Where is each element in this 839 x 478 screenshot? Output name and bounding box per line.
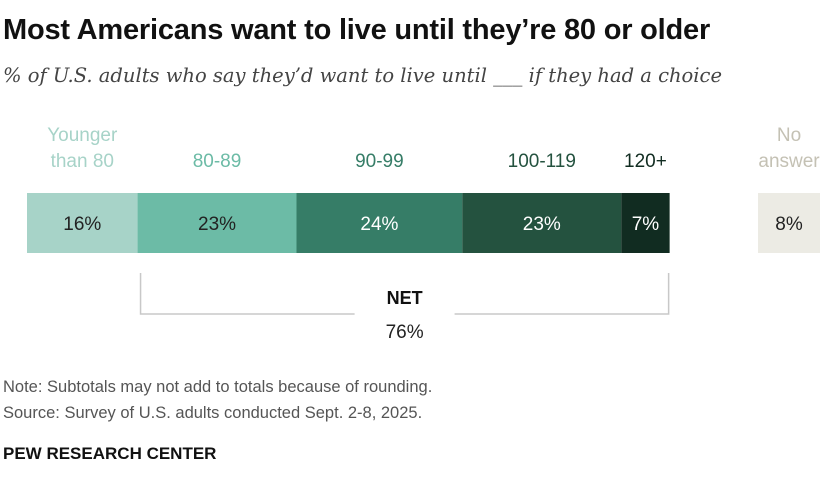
net-label: NET — [387, 288, 423, 308]
category-label-120: 120+ — [624, 151, 667, 172]
chart-source: Source: Survey of U.S. adults conducted … — [3, 404, 423, 422]
category-label-90-99: 90-99 — [355, 151, 404, 172]
data-label-90-99: 24% — [360, 214, 398, 235]
bar-no-answer — [758, 193, 820, 253]
net-bracket-left — [139, 273, 355, 315]
pew-research-center-logo: PEW RESEARCH CENTER — [3, 444, 217, 463]
chart-title: Most Americans want to live until they’r… — [3, 14, 711, 46]
bar-100-119 — [462, 193, 622, 253]
chart-subtitle: % of U.S. adults who say they’d want to … — [3, 64, 722, 87]
bar-90-99 — [296, 193, 463, 253]
category-label-younger-than-80-line-1: Younger — [47, 125, 118, 146]
category-label-no-answer-line-1: No — [777, 125, 801, 146]
data-label-120: 7% — [632, 214, 660, 235]
bar-80-89 — [137, 193, 297, 253]
net-bracket-right — [454, 273, 670, 315]
data-label-no-answer: 8% — [775, 214, 803, 235]
category-label-no-answer-line-2: answer — [758, 151, 820, 172]
data-label-100-119: 23% — [523, 214, 561, 235]
net-value: 76% — [386, 322, 424, 343]
data-label-younger-than-80: 16% — [63, 214, 101, 235]
chart-note: Note: Subtotals may not add to totals be… — [3, 378, 433, 396]
bar-younger-than-80 — [27, 193, 138, 253]
category-label-80-89: 80-89 — [193, 151, 242, 172]
data-label-80-89: 23% — [198, 214, 236, 235]
bar-120 — [621, 193, 670, 253]
category-label-younger-than-80-line-2: than 80 — [51, 151, 114, 172]
stacked-bar-chart: 16% Younger than 80 23% 80-89 24% 90-99 23% 100-… — [27, 125, 820, 343]
category-label-100-119: 100-119 — [508, 151, 576, 172]
